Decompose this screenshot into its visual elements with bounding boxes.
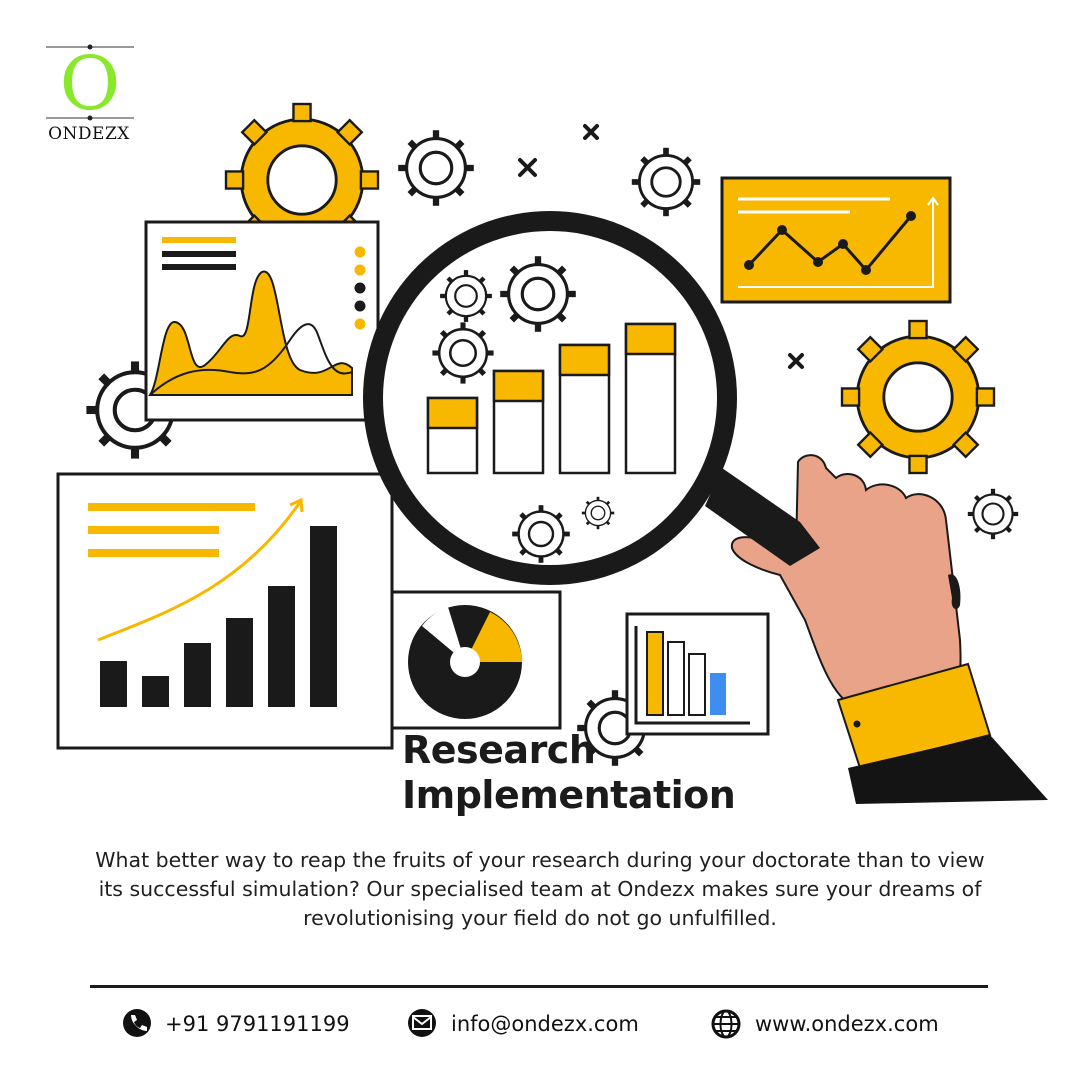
line-chart-card (720, 176, 952, 304)
headline-line2: Implementation (402, 773, 736, 817)
gear-icon (398, 130, 474, 206)
website-link[interactable]: www.ondezx.com (755, 1012, 939, 1036)
phone-number[interactable]: +91 9791191199 (165, 1012, 350, 1036)
phone-contact[interactable]: +91 9791191199 (165, 1006, 350, 1042)
logo: O (46, 41, 134, 127)
magnifier-handle (705, 468, 820, 566)
email-contact[interactable]: info@ondezx.com (451, 1006, 639, 1042)
globe-icon (711, 1009, 741, 1039)
phone-icon (123, 1009, 151, 1037)
logo-letter: O (60, 41, 121, 127)
email-icon (408, 1009, 436, 1037)
brand-name: ONDEZX (48, 124, 130, 144)
yellow-gear-icon (840, 319, 996, 475)
body-text: What better way to reap the fruits of yo… (95, 848, 985, 930)
website-contact[interactable]: www.ondezx.com (755, 1006, 939, 1042)
divider (90, 985, 988, 988)
headline-line1: Research (402, 728, 596, 772)
growth-bar-chart-card (56, 472, 394, 750)
email-address[interactable]: info@ondezx.com (451, 1012, 639, 1036)
hand-illustration (730, 454, 1048, 804)
sparkle-icon (518, 124, 804, 369)
small-bar-chart-card (625, 612, 770, 736)
pie-chart-card (390, 590, 562, 730)
gear-icon (968, 489, 1018, 539)
area-chart-card (144, 220, 380, 422)
magnifier-icon (363, 211, 737, 585)
gear-icon (632, 148, 700, 216)
headline: Research Implementation (402, 728, 736, 818)
